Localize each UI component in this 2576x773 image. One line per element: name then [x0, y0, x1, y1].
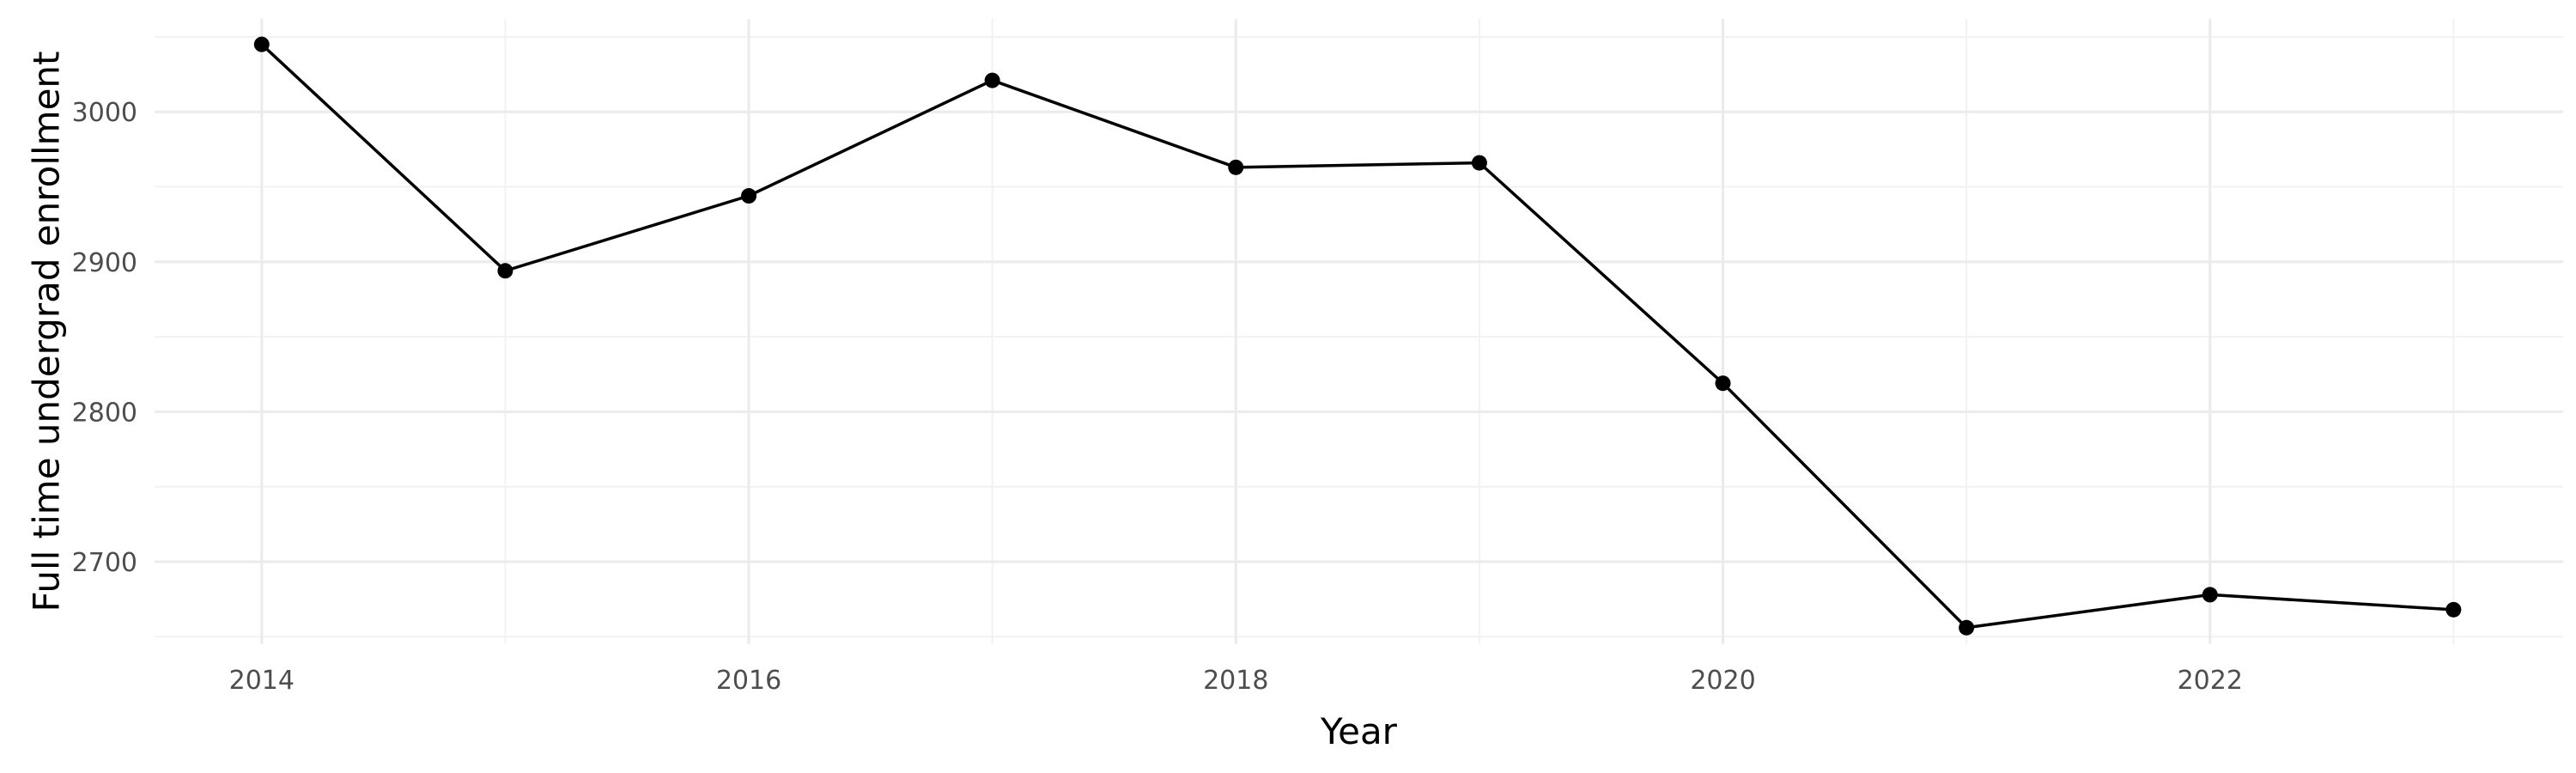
y-axis-ticks: 2700 2800 2900 3000 — [72, 98, 137, 578]
y-tick-label: 2800 — [72, 398, 137, 428]
data-point — [1228, 159, 1244, 175]
y-axis-title: Full time undergrad enrollment — [26, 51, 68, 612]
x-axis-title: Year — [1320, 710, 1398, 752]
data-point — [1471, 155, 1487, 171]
x-axis-ticks: 2014 2016 2018 2020 2022 — [229, 666, 2243, 696]
y-tick-label: 3000 — [72, 98, 137, 128]
series-line — [260, 43, 2454, 630]
y-tick-label: 2700 — [72, 548, 137, 578]
data-point — [984, 72, 1000, 88]
x-tick-label: 2020 — [1690, 666, 1755, 696]
x-tick-label: 2018 — [1203, 666, 1268, 696]
y-tick-label: 2900 — [72, 248, 137, 278]
x-tick-label: 2016 — [716, 666, 781, 696]
series-layer — [253, 36, 2462, 636]
data-point — [497, 263, 513, 279]
data-point — [2202, 587, 2218, 603]
grid — [155, 19, 2563, 644]
data-point — [741, 188, 757, 204]
x-tick-label: 2014 — [229, 666, 295, 696]
data-point — [1959, 619, 1975, 636]
data-point — [253, 36, 270, 52]
data-point — [1715, 375, 1731, 392]
x-tick-label: 2022 — [2178, 666, 2243, 696]
data-point — [2445, 601, 2462, 618]
